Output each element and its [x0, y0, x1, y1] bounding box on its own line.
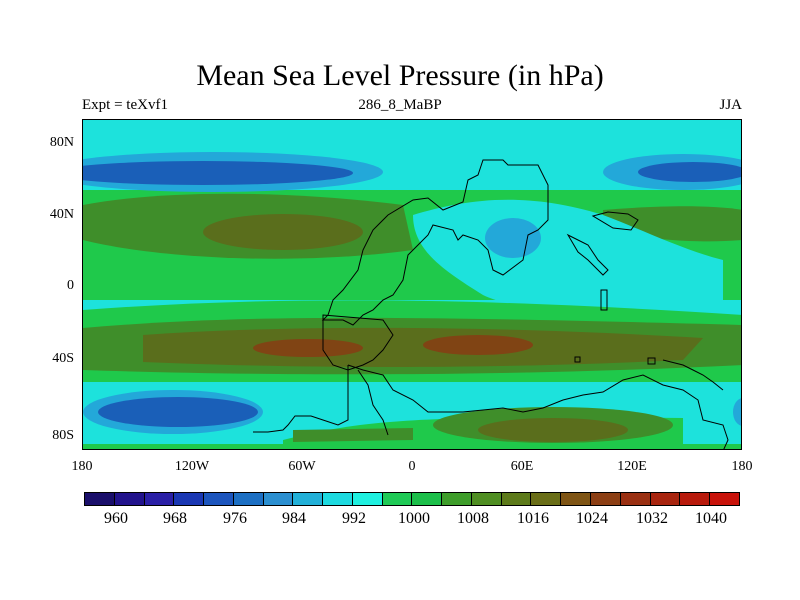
map-canvas: [83, 120, 742, 450]
colorbar-cell: [620, 493, 651, 505]
south-high-west: [253, 339, 363, 357]
season-label: JJA: [719, 97, 742, 113]
colorbar-cell: [471, 493, 502, 505]
colorbar-cell: [442, 493, 472, 505]
south-darkolive-belt: [143, 327, 703, 367]
colorbar-cell: [204, 493, 234, 505]
landmass-southeast: [662, 359, 724, 391]
landmass-east-small-b: [574, 356, 581, 363]
colorbar-label: 1008: [457, 510, 489, 527]
x-tick-label: 120E: [617, 459, 647, 474]
landmass-east-islands: [591, 211, 639, 231]
colorbar-label: 976: [223, 510, 247, 527]
landmass-east-small-a: [600, 289, 608, 311]
time-label: 286_8_MaBP: [358, 97, 442, 113]
colorbar-cell: [591, 493, 621, 505]
colorbar-cell: [144, 493, 175, 505]
landmass-southern: [347, 364, 729, 449]
colorbar-cell: [233, 493, 264, 505]
x-tick-label: 120W: [174, 459, 210, 474]
high-north-atlantic: [203, 214, 363, 250]
colorbar-cell: [680, 493, 711, 505]
pressure-map: [82, 119, 742, 450]
colorbar-cell: [382, 493, 413, 505]
landmass-africa-eurasia: [321, 159, 549, 326]
landmass-mid-south: [357, 369, 389, 436]
low-south-east: [733, 398, 741, 426]
low-north-east-core: [638, 162, 741, 182]
landmass-east-small-c: [647, 357, 656, 365]
antarctic-olive-west: [293, 428, 413, 442]
colorbar-cell: [114, 493, 145, 505]
continent-outlines: [253, 159, 729, 449]
colorbar-cell: [85, 493, 115, 505]
colorbar-cell: [710, 493, 739, 505]
colorbar-cell: [531, 493, 562, 505]
colorbar-label: 1000: [398, 510, 430, 527]
y-tick-label: 0: [67, 278, 74, 293]
colorbar-cell: [174, 493, 205, 505]
colorbar-label: 992: [342, 510, 366, 527]
colorbar-cell: [263, 493, 294, 505]
colorbar-cell: [412, 493, 443, 505]
x-tick-label: 60E: [510, 459, 534, 474]
south-high-east: [423, 335, 533, 355]
colorbar-label: 984: [282, 510, 306, 527]
landmass-southern-west: [253, 365, 349, 433]
low-south-west-core: [98, 397, 258, 427]
y-tick-label: 80N: [49, 135, 74, 150]
colorbar: [84, 492, 740, 506]
y-tick-label: 40N: [49, 207, 74, 222]
landmass-central-block: [322, 314, 394, 371]
antarctic-high-core: [478, 418, 628, 442]
low-north-west-core: [83, 161, 353, 185]
colorbar-cell: [561, 493, 592, 505]
experiment-label: Expt = teXvf1: [82, 97, 168, 113]
bottom-strip: [83, 444, 741, 449]
x-tick-label: 0: [408, 459, 416, 474]
colorbar-label: 1016: [517, 510, 549, 527]
chart-title: Mean Sea Level Pressure (in hPa): [196, 59, 604, 92]
y-tick-label: 80S: [52, 428, 74, 443]
asian-low-core: [485, 218, 541, 258]
landmass-east-chain: [566, 233, 609, 276]
colorbar-label: 1032: [636, 510, 668, 527]
colorbar-cell: [293, 493, 324, 505]
colorbar-label: 1040: [695, 510, 727, 527]
x-tick-label: 180: [731, 459, 753, 474]
bottom-edge: [83, 449, 742, 450]
x-tick-label: 60W: [288, 459, 316, 474]
colorbar-cell: [352, 493, 383, 505]
colorbar-label: 968: [163, 510, 187, 527]
colorbar-label: 960: [104, 510, 128, 527]
colorbar-label: 1024: [576, 510, 608, 527]
x-tick-label: 180: [71, 459, 93, 474]
y-tick-label: 40S: [52, 351, 74, 366]
colorbar-cell: [323, 493, 353, 505]
colorbar-cell: [650, 493, 681, 505]
colorbar-cell: [501, 493, 532, 505]
